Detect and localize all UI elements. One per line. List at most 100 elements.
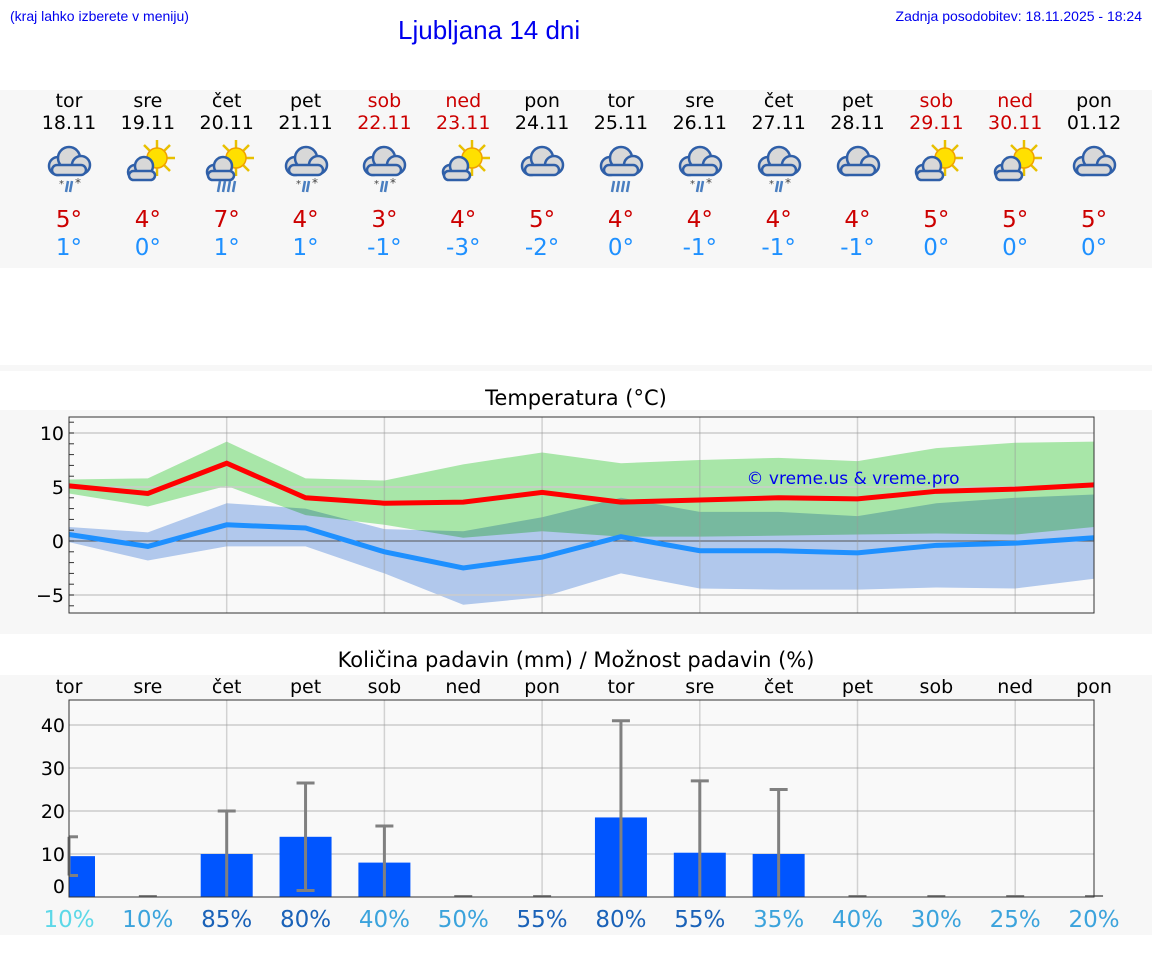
sun-cloud-icon: [897, 134, 976, 200]
day-label: pet: [842, 676, 873, 698]
precipitation-probability: 35%: [753, 907, 804, 933]
max-temperature: 3°: [371, 207, 398, 233]
y-tick-label: 10: [41, 844, 65, 866]
max-temperature: 5°: [1080, 207, 1108, 233]
cloud-rain-icon: [581, 134, 660, 200]
precipitation-probability: 55%: [674, 907, 725, 933]
min-temperature: -2°: [524, 235, 560, 261]
day-date: 18.11: [41, 112, 97, 134]
day-label: tor: [608, 676, 635, 698]
day-label: pon: [524, 676, 560, 698]
day-date: 23.11: [436, 112, 491, 134]
max-temperature: 5°: [529, 207, 556, 233]
day-date: 30.11: [987, 112, 1043, 134]
min-temperature: 1°: [292, 235, 319, 261]
day-name: pon: [1076, 90, 1112, 112]
sun-cloud-rain-icon: [187, 134, 266, 200]
y-tick-label: 20: [41, 801, 65, 823]
day-column: ned 30.11 5° 0°: [976, 90, 1055, 262]
day-label: sob: [368, 676, 402, 698]
day-name: pon: [524, 90, 560, 112]
min-temperature: 0°: [134, 235, 161, 261]
svg-text:*: *: [374, 179, 379, 190]
page-title: Ljubljana 14 dni: [398, 15, 581, 45]
plot-frame: [68, 416, 1095, 614]
day-date: 01.12: [1066, 112, 1122, 134]
day-column: sob 22.11 * * 3° -1°: [345, 90, 424, 262]
cloud-sleet-icon: * *: [30, 134, 109, 200]
min-temperature: 0°: [607, 235, 634, 261]
max-temperature: 4°: [844, 207, 871, 233]
cloud-sleet-icon: * *: [266, 134, 345, 200]
day-date: 19.11: [120, 112, 176, 134]
day-column: pet 28.11 4° -1°: [818, 90, 897, 262]
svg-text:*: *: [296, 179, 301, 190]
y-tick-label: 40: [41, 715, 65, 737]
cloud-icon: [818, 134, 897, 200]
precipitation-probability: 40%: [359, 907, 410, 933]
day-label: sre: [685, 676, 714, 698]
svg-text:*: *: [312, 176, 318, 190]
location-hint: (kraj lahko izberete v meniju): [10, 8, 189, 24]
precipitation-probability: 10%: [122, 907, 173, 933]
day-name: čet: [763, 90, 794, 112]
max-temperature-band: [69, 441, 1095, 538]
day-column: sre 26.11 * * 4° -1°: [660, 90, 739, 262]
day-column: ned 23.11 4° -3°: [424, 90, 503, 262]
min-temperature: 0°: [1002, 235, 1029, 261]
day-column: sob 29.11 5° 0°: [897, 90, 976, 262]
min-temperature: 0°: [1080, 235, 1108, 261]
day-date: 22.11: [357, 112, 412, 134]
precipitation-probability: 50%: [438, 907, 489, 933]
svg-text:*: *: [59, 179, 64, 190]
divider: [0, 365, 1152, 371]
day-column: pon 01.12 5° 0°: [1055, 90, 1134, 262]
day-name: ned: [445, 90, 482, 112]
day-column: tor 18.11 * * 5° 1°: [30, 90, 109, 262]
forecast-strip: [0, 90, 1152, 268]
day-label: ned: [997, 676, 1033, 698]
day-name: sob: [919, 90, 954, 112]
svg-text:*: *: [706, 176, 712, 190]
day-label: čet: [212, 676, 242, 698]
day-label: tor: [56, 676, 83, 698]
day-date: 28.11: [830, 112, 885, 134]
precipitation-chart-title: Količina padavin (mm) / Možnost padavin …: [337, 648, 815, 672]
day-name: sob: [367, 90, 402, 112]
min-temperature-band: [69, 494, 1095, 605]
day-name: pet: [289, 90, 322, 112]
day-date: 26.11: [672, 112, 727, 134]
y-tick-label: −5: [36, 585, 64, 607]
plot-frame: [68, 699, 1095, 898]
day-name: tor: [607, 90, 635, 112]
sun-cloud-icon: [976, 134, 1055, 200]
precipitation-probability: 10%: [43, 907, 94, 933]
max-temperature: 5°: [923, 207, 950, 233]
max-temperature: 7°: [213, 207, 240, 233]
svg-text:*: *: [785, 176, 791, 190]
min-temperature: -1°: [367, 235, 402, 261]
precipitation-probability: 30%: [911, 907, 962, 933]
day-name: tor: [55, 90, 83, 112]
y-tick-label: 0: [52, 531, 64, 553]
max-temperature: 5°: [55, 207, 83, 233]
day-column: pet 21.11 * * 4° 1°: [266, 90, 345, 262]
day-date: 21.11: [278, 112, 333, 134]
svg-text:*: *: [75, 176, 81, 190]
day-date: 20.11: [199, 112, 254, 134]
day-name: sre: [685, 90, 715, 112]
cloud-icon: [503, 134, 582, 200]
max-temperature: 4°: [134, 207, 161, 233]
day-date: 27.11: [751, 112, 806, 134]
max-temperature: 4°: [450, 207, 477, 233]
day-label: sre: [133, 676, 162, 698]
min-temperature-line: [68, 522, 1095, 571]
day-label: pet: [290, 676, 321, 698]
svg-text:*: *: [390, 176, 396, 190]
max-temperature: 4°: [686, 207, 713, 233]
cloud-sleet-icon: * *: [739, 134, 818, 200]
sun-cloud-icon: [424, 134, 503, 200]
watermark: © vreme.us & vreme.pro: [746, 469, 959, 489]
day-name: ned: [997, 90, 1034, 112]
day-name: pet: [841, 90, 874, 112]
